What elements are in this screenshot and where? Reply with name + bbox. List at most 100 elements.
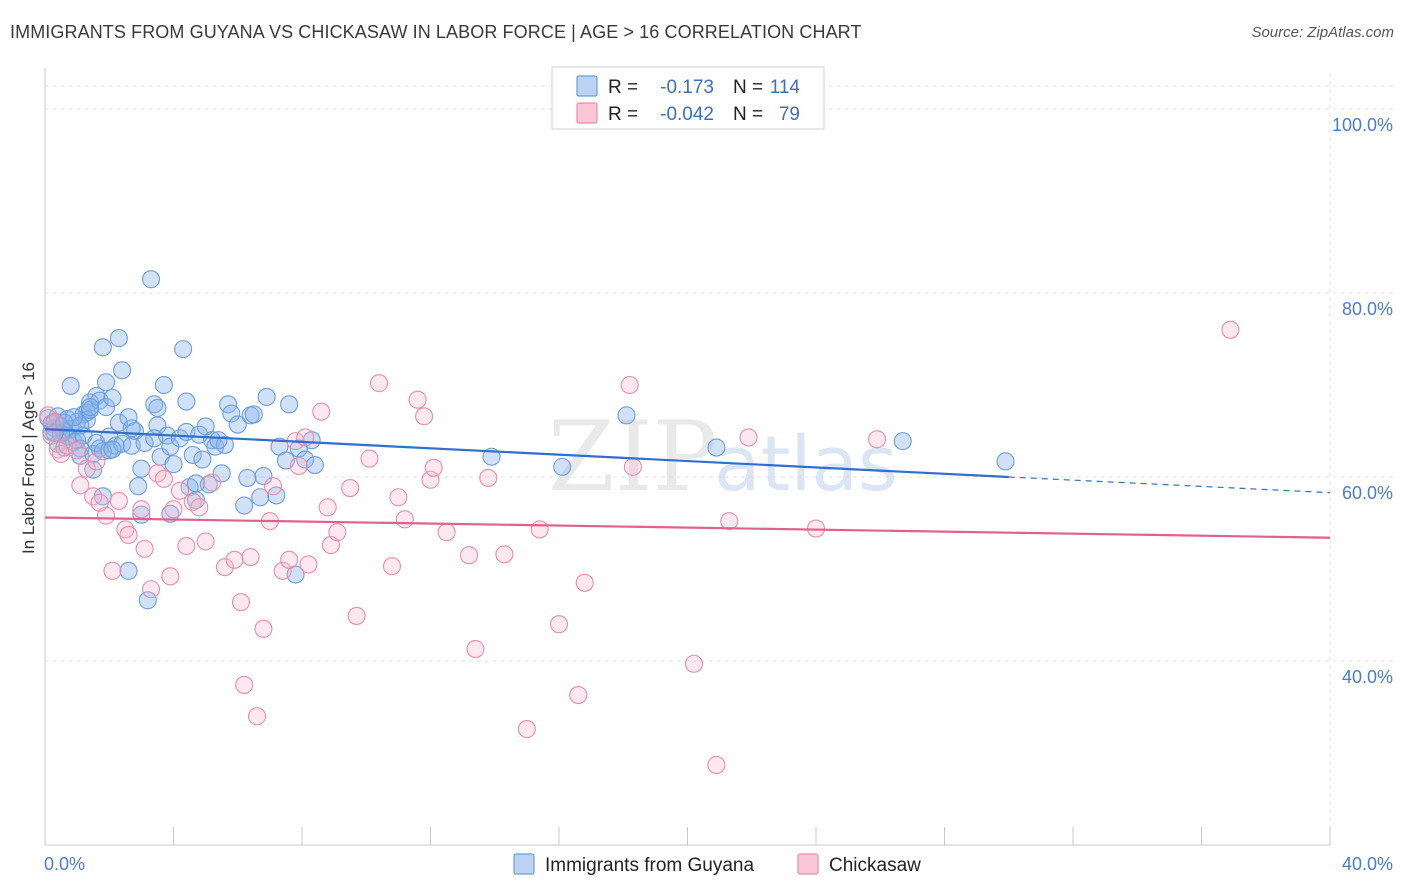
guyana-point-33	[96, 373, 116, 392]
chickasaw-point-47	[328, 523, 347, 542]
guyana-point-12	[61, 376, 80, 395]
legend-r-value-blue: -0.173	[660, 77, 714, 98]
guyana-point-111	[55, 413, 74, 432]
chickasaw-point-27	[196, 532, 215, 551]
chickasaw-point-49	[347, 606, 366, 625]
guyana-point-96	[617, 406, 636, 425]
guyana-point-34	[96, 398, 116, 417]
y-tick-label-2: 80.0%	[1342, 299, 1393, 319]
guyana-point-95	[553, 457, 572, 476]
legend-r-value-pink: -0.042	[660, 104, 714, 125]
guyana-point-46	[129, 477, 148, 496]
axes	[44, 68, 1331, 846]
series-chickasaw-points	[39, 320, 1240, 775]
guyana-point-91	[296, 450, 315, 469]
guyana-point-75	[215, 435, 234, 454]
legend-r-label-pink: R =	[608, 104, 638, 125]
guyana-point-56	[154, 375, 173, 395]
chickasaw-point-65	[530, 520, 549, 539]
legend-n-value-pink: 79	[779, 104, 800, 125]
legend-swatch-pink	[576, 102, 598, 124]
chickasaw-point-16	[132, 500, 151, 519]
y-tick-label-1: 60.0%	[1342, 483, 1393, 503]
guyana-point-82	[251, 488, 270, 507]
guyana-point-97	[707, 438, 726, 457]
guyana-point-113	[103, 440, 122, 459]
chickasaw-point-55	[408, 390, 427, 409]
chickasaw-point-59	[437, 523, 456, 542]
chickasaw-point-69	[620, 375, 639, 395]
chickasaw-point-32	[235, 675, 254, 694]
chickasaw-point-58	[424, 458, 443, 477]
chickasaw-point-67	[569, 685, 588, 705]
chickasaw-point-48	[341, 478, 360, 498]
y-tick-label-0: 40.0%	[1342, 667, 1393, 687]
guyana-point-99	[996, 452, 1015, 471]
chickasaw-point-62	[479, 468, 498, 487]
chickasaw-point-77	[1221, 320, 1240, 339]
chickasaw-point-9	[84, 487, 103, 506]
chickasaw-point-39	[280, 550, 299, 569]
chickasaw-point-60	[459, 546, 479, 565]
guyana-point-112	[80, 398, 100, 417]
guyana-point-61	[170, 429, 189, 448]
chickasaw-point-41	[289, 456, 308, 476]
guyana-point-98	[893, 432, 912, 451]
chickasaw-point-56	[415, 407, 434, 426]
chickasaw-point-72	[707, 755, 726, 775]
chickasaw-point-29	[215, 558, 234, 577]
series-legend-swatch-guyana	[513, 853, 535, 875]
chickasaw-point-50	[360, 449, 379, 468]
chickasaw-point-2	[45, 413, 64, 432]
guyana-point-37	[103, 388, 122, 407]
chickasaw-point-12	[103, 561, 122, 580]
chickasaw-point-18	[141, 580, 161, 599]
chickasaw-point-33	[241, 547, 260, 567]
series-legend: Immigrants from Guyana Chickasaw	[513, 853, 921, 876]
chickasaw-point-5	[58, 436, 77, 455]
guyana-point-54	[148, 398, 167, 418]
guyana-point-60	[164, 455, 183, 474]
chickasaw-point-71	[684, 654, 703, 673]
chickasaw-point-51	[370, 374, 389, 393]
guyana-point-84	[257, 387, 276, 407]
chickasaw-point-35	[254, 619, 273, 638]
chickasaw-point-15	[119, 525, 138, 545]
guyana-point-108	[244, 405, 263, 424]
chickasaw-point-76	[867, 430, 887, 449]
guyana-point-71	[199, 475, 218, 494]
chickasaw-point-78	[90, 493, 109, 512]
series-legend-label-chickasaw: Chickasaw	[829, 855, 921, 876]
chickasaw-point-54	[395, 510, 414, 529]
chickasaw-point-17	[135, 539, 154, 558]
x-tick-labels: 0.0% 40.0%	[44, 854, 1393, 874]
trend-lines	[44, 428, 1331, 539]
chickasaw-point-24	[177, 536, 196, 556]
guyana-point-77	[222, 404, 241, 423]
chickasaw-point-7	[71, 476, 90, 495]
series-legend-swatch-chickasaw	[797, 853, 819, 875]
guyana-point-41	[113, 361, 132, 380]
guyana-point-106	[145, 429, 164, 448]
source-credit: Source: ZipAtlas.com	[1251, 24, 1394, 41]
chickasaw-point-43	[299, 555, 318, 574]
chickasaw-point-38	[273, 561, 292, 580]
chickasaw-point-68	[575, 573, 594, 592]
chickasaw-point-26	[190, 498, 209, 517]
guyana-point-62	[174, 340, 193, 359]
legend-n-label-blue: N =	[733, 77, 763, 98]
guyana-point-51	[141, 270, 161, 289]
chickasaw-point-53	[389, 488, 408, 507]
chickasaw-point-13	[109, 491, 128, 510]
guyana-point-50	[138, 591, 157, 610]
y-tick-label-3: 100.0%	[1332, 115, 1393, 135]
chickasaw-point-30	[225, 550, 244, 569]
guyana-point-93	[305, 455, 324, 475]
guyana-point-104	[64, 408, 83, 427]
chickasaw-point-21	[161, 567, 180, 586]
guyana-point-88	[280, 395, 299, 414]
guyana-point-101	[186, 474, 206, 493]
chickasaw-point-64	[517, 720, 536, 739]
guyana-point-74	[212, 464, 231, 483]
trend-line-guyana	[44, 428, 1009, 479]
